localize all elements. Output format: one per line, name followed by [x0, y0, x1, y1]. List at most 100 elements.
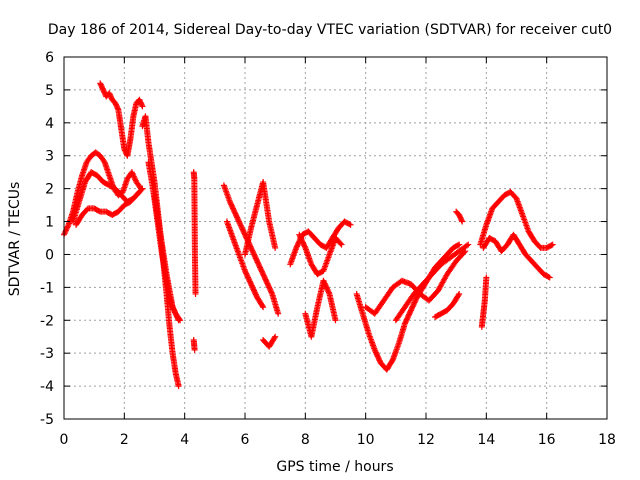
data-point: [192, 290, 199, 297]
y-tick-label: 3: [45, 149, 54, 165]
data-point: [234, 214, 241, 221]
data-point: [267, 286, 274, 293]
data-point: [457, 215, 464, 222]
data-point: [264, 281, 271, 288]
data-point: [321, 280, 328, 287]
data-point: [258, 267, 265, 274]
data-point: [106, 91, 113, 98]
data-point: [174, 314, 181, 321]
data-point: [252, 255, 259, 262]
data-point: [257, 264, 264, 271]
data-point: [252, 290, 259, 297]
series-arc-t: [432, 290, 463, 320]
data-point: [458, 217, 465, 224]
data-point: [235, 218, 242, 225]
data-point: [268, 289, 275, 296]
data-point: [100, 88, 107, 95]
series-arc-g: [151, 192, 182, 324]
data-point: [374, 352, 381, 359]
data-point: [406, 311, 413, 318]
data-point: [410, 302, 417, 309]
data-point: [405, 312, 412, 319]
data-point: [372, 349, 379, 356]
data-point: [373, 350, 380, 357]
data-point: [97, 80, 104, 87]
data-point: [272, 244, 279, 251]
x-tick-label: 2: [120, 432, 129, 448]
series-arc-d: [97, 80, 146, 159]
series-arc-n: [287, 218, 354, 268]
data-point: [138, 102, 145, 109]
data-point: [265, 283, 272, 290]
data-point: [234, 215, 241, 222]
data-point: [260, 304, 267, 311]
y-tick-label: 6: [45, 50, 54, 66]
data-point: [254, 259, 261, 266]
series-arc-h: [190, 169, 199, 297]
data-point: [376, 357, 383, 364]
data-point: [228, 202, 235, 209]
series-arc-i: [190, 337, 198, 353]
data-point: [114, 104, 121, 111]
data-point: [136, 96, 143, 103]
data-point: [99, 84, 106, 91]
x-axis-label: GPS time / hours: [276, 459, 393, 475]
data-point: [293, 243, 300, 250]
data-point: [546, 274, 553, 281]
data-point: [247, 279, 254, 286]
data-point: [173, 312, 180, 319]
y-tick-label: -2: [40, 313, 54, 329]
data-point: [264, 280, 271, 287]
data-point: [108, 94, 115, 101]
data-point: [266, 285, 273, 292]
data-point: [114, 105, 121, 112]
data-point: [171, 308, 178, 315]
data-point: [483, 274, 490, 281]
x-tick-label: 4: [180, 432, 189, 448]
data-point: [251, 252, 258, 259]
data-point: [408, 306, 415, 313]
data-point: [248, 282, 255, 289]
x-tick-label: 10: [357, 432, 375, 448]
data-point: [294, 242, 301, 249]
data-point: [347, 221, 354, 228]
data-point: [246, 277, 253, 284]
data-point: [249, 247, 256, 254]
data-point: [293, 244, 300, 251]
data-point: [323, 284, 330, 291]
y-tick-label: 2: [45, 182, 54, 198]
data-point: [410, 300, 417, 307]
y-tick-label: 5: [45, 83, 54, 99]
data-point: [338, 241, 345, 248]
data-point: [407, 308, 414, 315]
data-point: [324, 286, 331, 293]
data-point: [240, 229, 247, 236]
series-arc-r: [362, 248, 469, 317]
data-point: [170, 305, 177, 312]
data-point: [106, 90, 113, 97]
data-point: [138, 186, 145, 193]
data-point: [249, 248, 256, 255]
data-point: [455, 292, 462, 299]
y-tick-label: -1: [40, 280, 54, 296]
data-point: [240, 227, 247, 234]
chart-title: Day 186 of 2014, Sidereal Day-to-day VTE…: [48, 22, 612, 38]
x-tick-label: 14: [477, 432, 495, 448]
data-point: [299, 238, 306, 245]
data-point: [456, 241, 463, 248]
data-point: [457, 214, 464, 221]
data-point: [173, 313, 180, 320]
data-point: [238, 223, 245, 230]
data-point: [260, 272, 267, 279]
data-point: [322, 283, 329, 290]
data-point: [252, 291, 259, 298]
data-point: [402, 319, 409, 326]
x-tick-label: 0: [60, 432, 69, 448]
data-point: [239, 226, 246, 233]
data-point: [297, 234, 304, 241]
series-arc-v: [477, 188, 556, 251]
data-point: [324, 285, 331, 292]
data-point: [237, 222, 244, 229]
data-point: [456, 213, 463, 220]
